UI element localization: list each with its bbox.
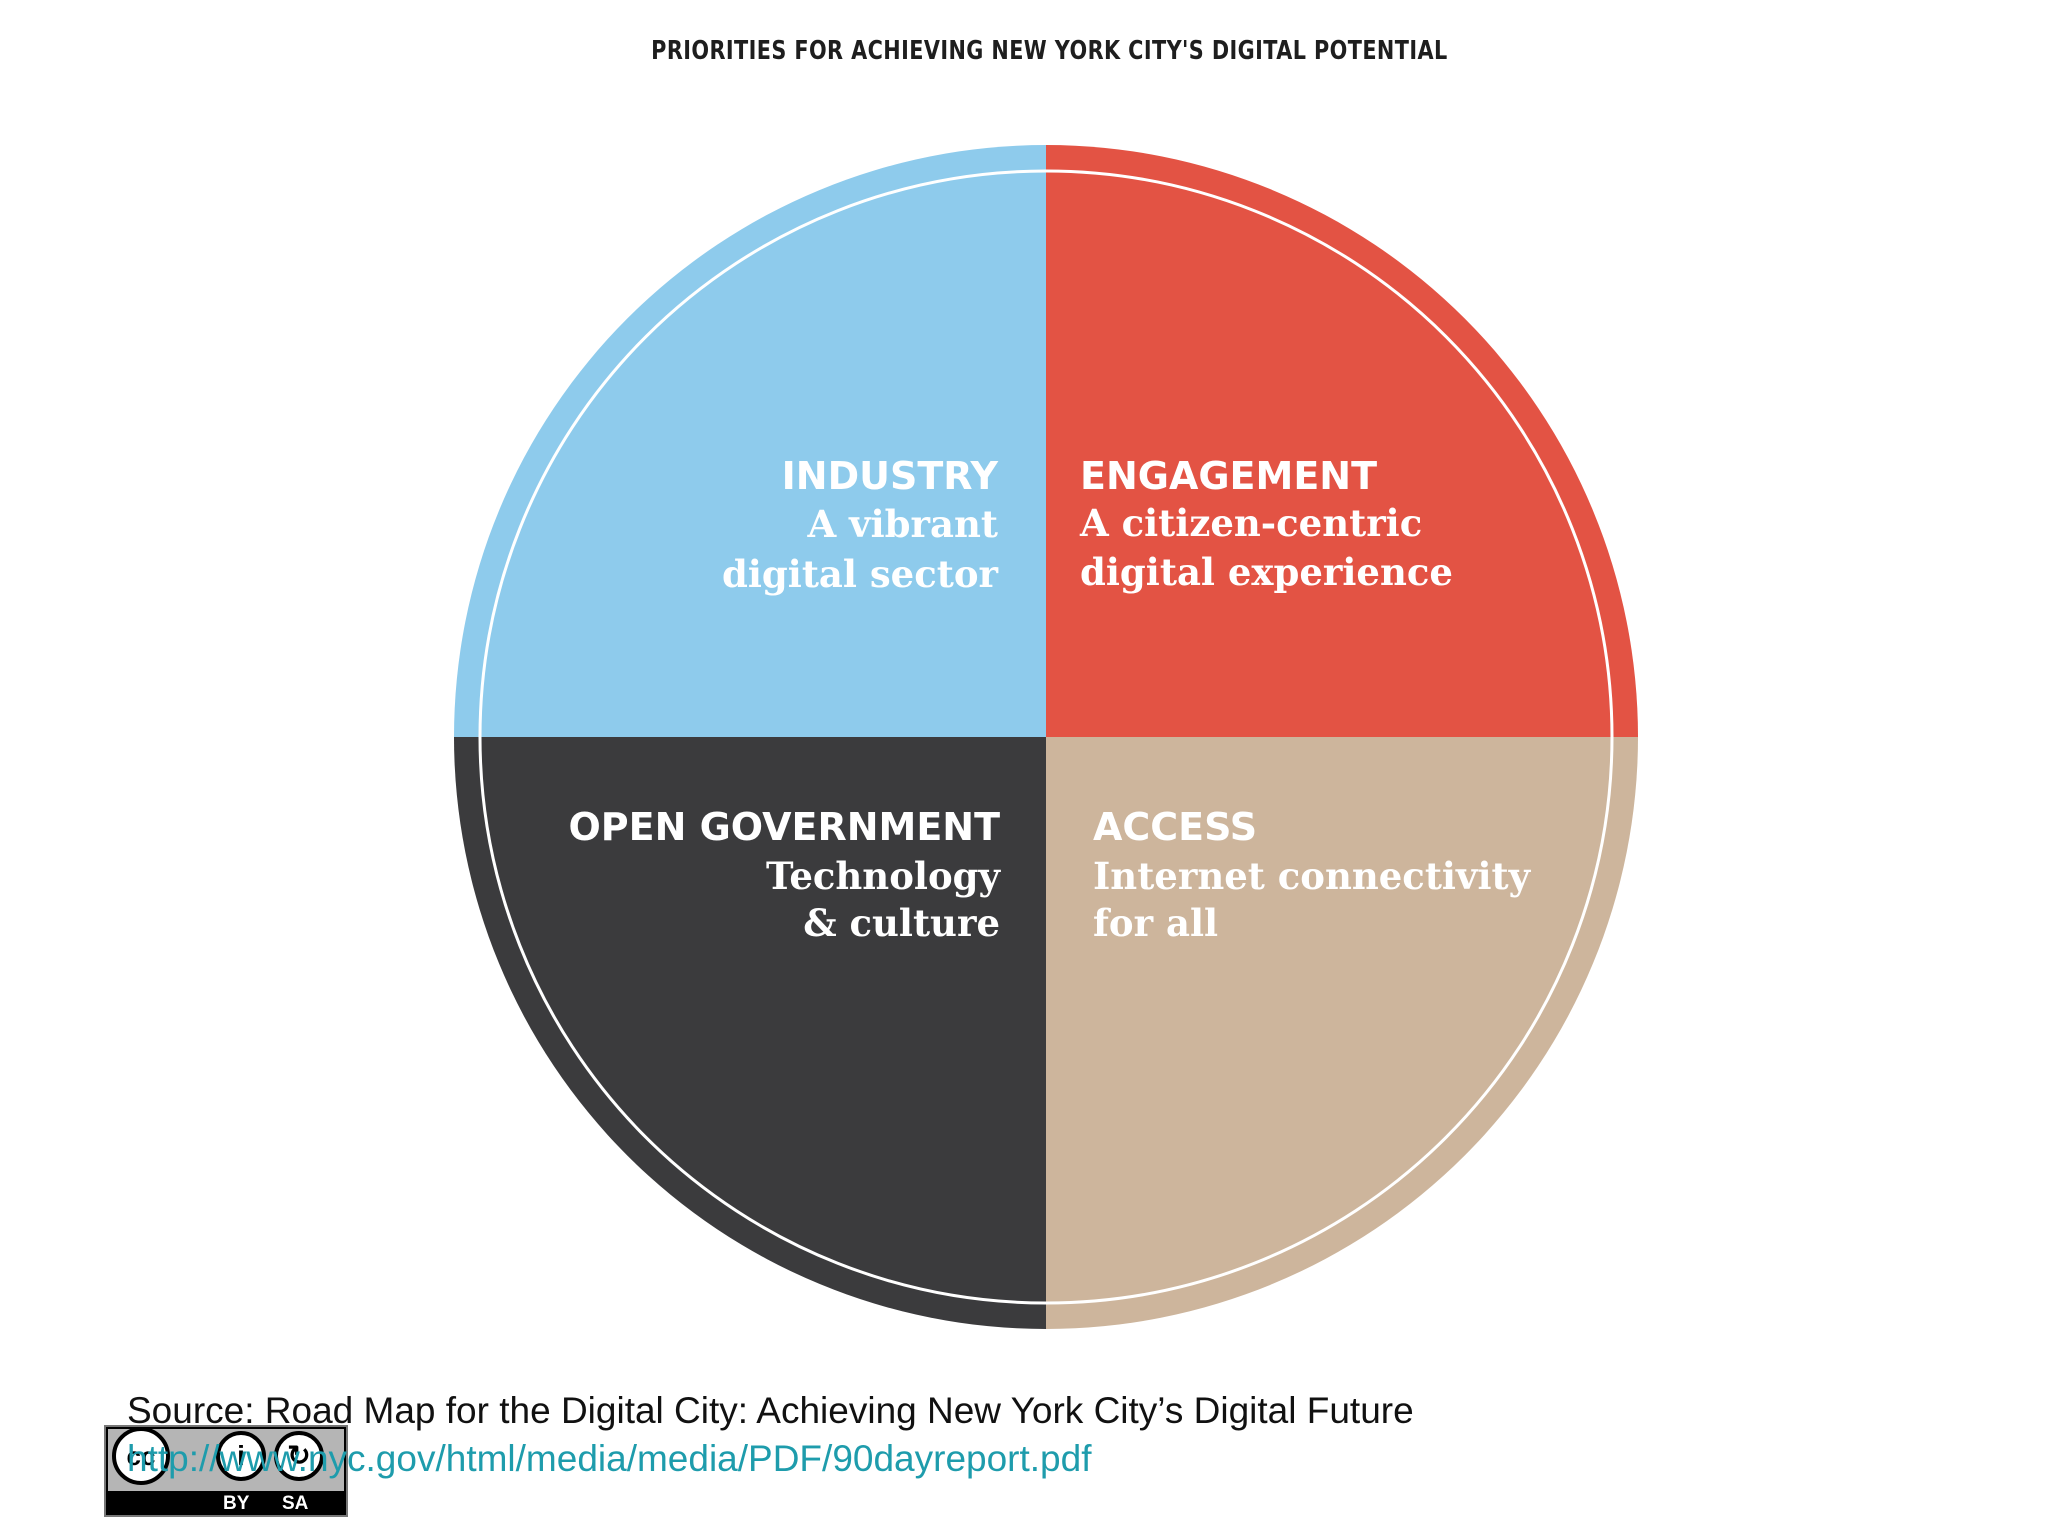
quadrant-access-line-2: for all — [1093, 901, 1218, 945]
license-sa-label: SA — [282, 1493, 309, 1514]
quadrant-engagement-line-1: A citizen-centric — [1079, 501, 1422, 545]
license-by-label: BY — [223, 1493, 250, 1514]
source-url-link[interactable]: http://www.nyc.gov/html/media/media/PDF/… — [127, 1438, 1092, 1479]
attribution-person-icon: i — [216, 1431, 266, 1481]
diagram-title: PRIORITIES FOR ACHIEVING NEW YORK CITY'S… — [651, 36, 1448, 66]
quadrant-industry-title: INDUSTRY — [782, 454, 999, 498]
quadrant-open-government-line-1: Technology — [766, 854, 1001, 898]
source-citation: Source: Road Map for the Digital City: A… — [127, 1390, 1414, 1431]
quadrant-industry — [454, 145, 1046, 737]
share-alike-icon: ↻ — [274, 1431, 324, 1481]
quadrant-access-line-1: Internet connectivity — [1093, 854, 1532, 898]
inner-ring — [478, 169, 1614, 1305]
quadrant-industry-line-1: A vibrant — [807, 502, 998, 546]
creative-commons-icon: cc — [112, 1427, 170, 1485]
quadrant-open-government-line-2: & culture — [803, 901, 1000, 945]
quadrant-access-title: ACCESS — [1093, 805, 1257, 849]
quadrant-engagement-title: ENGAGEMENT — [1080, 454, 1377, 498]
cc-by-sa-license-badge[interactable]: cc i ↻ BY SA — [104, 1425, 348, 1517]
quadrant-open-government-title: OPEN GOVERNMENT — [568, 805, 1000, 849]
quadrant-industry-line-2: digital sector — [722, 552, 999, 596]
quadrant-engagement — [1046, 145, 1638, 737]
quadrant-engagement-line-2: digital experience — [1080, 550, 1453, 594]
